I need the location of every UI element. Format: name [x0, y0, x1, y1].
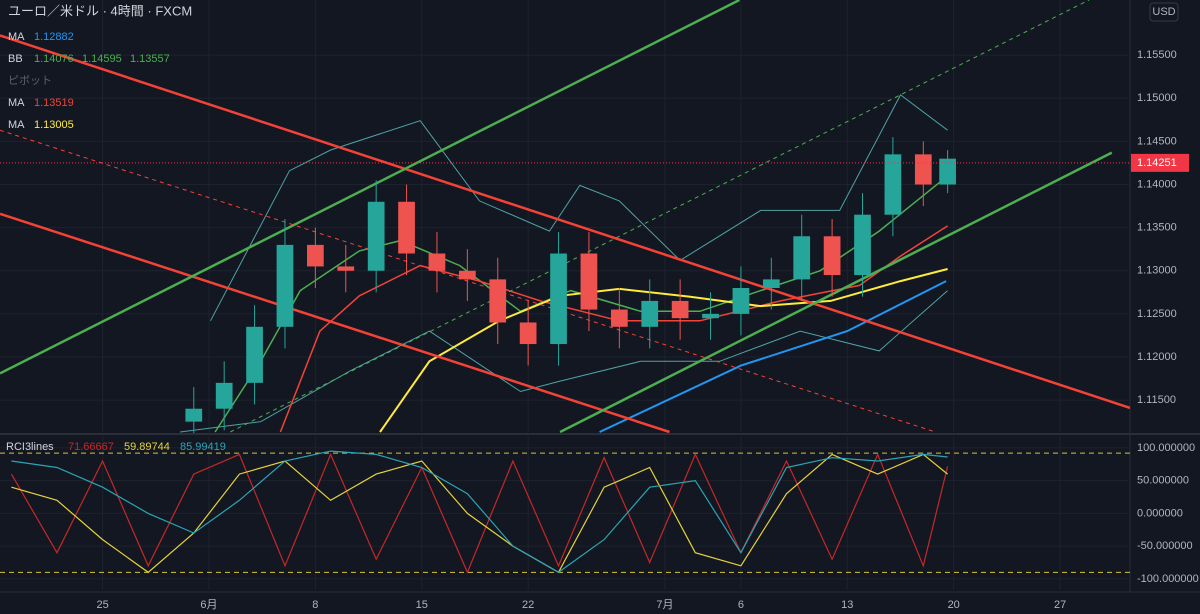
- y-tick-label: 1.12500: [1137, 308, 1177, 320]
- candle-body: [610, 309, 628, 327]
- x-tick-label: 6: [738, 599, 744, 611]
- currency: USD: [1152, 6, 1175, 18]
- candle-body: [671, 300, 689, 319]
- candle-body: [641, 300, 659, 327]
- x-tick-label: 27: [1054, 599, 1066, 611]
- legend-label: MA: [8, 31, 25, 43]
- legend-label: MA: [8, 119, 25, 131]
- candle-body: [307, 244, 324, 267]
- chart-title: ユーロ／米ドル · 4時間 · FXCM: [8, 3, 192, 18]
- y-tick-label: 100.000000: [1137, 442, 1195, 454]
- candle-body: [246, 326, 263, 383]
- legend-label: MA: [8, 97, 25, 109]
- candle-body: [854, 214, 871, 276]
- x-tick-label: 13: [841, 599, 853, 611]
- last-price-label: 1.14251: [1137, 157, 1177, 169]
- candle-body: [458, 270, 476, 280]
- rci-title: RCI3lines: [6, 441, 54, 453]
- indicator-line: [230, 0, 1090, 433]
- y-tick-label: 50.000000: [1137, 475, 1189, 487]
- indicator-line: [599, 280, 947, 433]
- rci-line: [11, 453, 948, 574]
- candle-body: [580, 253, 598, 310]
- indicator-line: [0, 0, 740, 375]
- indicator-line: [0, 212, 670, 433]
- y-tick-label: 1.13000: [1137, 265, 1177, 277]
- rci-legend-value: 59.89744: [124, 441, 170, 453]
- y-tick-label: 1.14500: [1137, 135, 1177, 147]
- x-tick-label: 8: [312, 599, 318, 611]
- y-tick-label: -100.000000: [1137, 573, 1199, 585]
- candle-body: [884, 154, 902, 215]
- legend-value: 1.12882: [34, 31, 74, 43]
- legend-value: 1.13005: [34, 119, 74, 131]
- legend-value: 1.14595: [82, 53, 122, 65]
- candle-body: [823, 236, 841, 276]
- legend-label: BB: [8, 53, 23, 65]
- rci-legend-value: 71.66667: [68, 441, 114, 453]
- x-tick-label: 7月: [656, 599, 673, 611]
- y-tick-label: 1.12000: [1137, 351, 1177, 363]
- x-tick-label: 15: [416, 599, 428, 611]
- indicator-line: [0, 34, 1130, 410]
- y-tick-label: 1.14000: [1137, 178, 1177, 190]
- indicator-line: [379, 268, 948, 433]
- rci-line: [11, 450, 948, 574]
- x-tick-label: 25: [96, 599, 108, 611]
- candle-body: [185, 408, 203, 422]
- y-tick-label: 1.15500: [1137, 49, 1177, 61]
- y-tick-label: 1.15000: [1137, 92, 1177, 104]
- candle-body: [550, 253, 567, 345]
- candle-body: [939, 158, 956, 185]
- candle-body: [519, 322, 537, 345]
- rci-legend-value: 85.99419: [180, 441, 226, 453]
- x-tick-label: 22: [522, 599, 534, 611]
- candle-body: [215, 382, 233, 409]
- legend-value: 1.14076: [34, 53, 74, 65]
- indicator-line: [210, 94, 948, 322]
- y-tick-label: 0.000000: [1137, 507, 1183, 519]
- indicator-line: [559, 151, 1113, 433]
- x-tick-label: 6月: [200, 599, 217, 611]
- legend-value: 1.13519: [34, 97, 74, 109]
- legend-value: 1.13557: [130, 53, 170, 65]
- currency-box[interactable]: [1149, 2, 1179, 22]
- indicator-line: [279, 225, 949, 433]
- candle-body: [793, 236, 811, 280]
- rci-pane: [0, 436, 1130, 590]
- legend-label: ピボット: [8, 74, 52, 87]
- last-price-box: [1131, 153, 1189, 172]
- candle-body: [398, 201, 415, 254]
- candle-body: [428, 253, 446, 271]
- x-tick-label: 20: [948, 599, 960, 611]
- rci-line: [10, 452, 949, 574]
- candle-body: [914, 154, 932, 185]
- y-tick-label: 1.11500: [1137, 394, 1176, 406]
- candle-body: [702, 313, 719, 319]
- y-tick-label: -50.000000: [1137, 540, 1193, 552]
- y-tick-label: 1.13500: [1137, 222, 1177, 234]
- candle-body: [762, 279, 780, 288]
- main-pane: [0, 0, 1130, 433]
- candle-body: [732, 288, 750, 314]
- candle-body: [337, 266, 355, 271]
- candle-body: [276, 244, 294, 327]
- candle-body: [489, 279, 507, 323]
- candle-body: [367, 201, 385, 271]
- legend: ユーロ／米ドル · 4時間 · FXCM MA 1.12882 BB 1.14076 1.…: [6, 3, 226, 452]
